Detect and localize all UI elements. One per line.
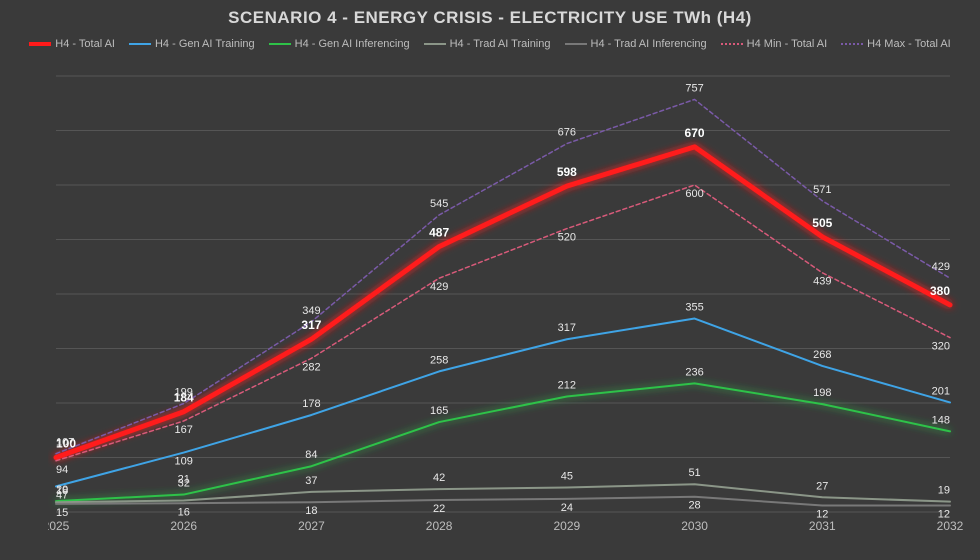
legend-label: H4 - Trad AI Training	[450, 38, 551, 50]
data-point-label: 84	[305, 449, 317, 461]
x-tick-label: 2028	[426, 519, 453, 533]
data-point-label: 167	[175, 424, 193, 436]
data-point-label: 94	[56, 464, 68, 476]
data-point-label: 355	[685, 302, 703, 314]
x-tick-label: 2032	[937, 519, 964, 533]
x-tick-label: 2027	[298, 519, 325, 533]
data-point-label: 317	[558, 322, 576, 334]
x-tick-label: 2031	[809, 519, 836, 533]
data-point-label: 18	[56, 485, 68, 497]
data-point-label: 505	[812, 216, 832, 230]
data-point-label: 12	[816, 508, 828, 520]
legend-label: H4 Min - Total AI	[747, 38, 828, 50]
data-point-label: 320	[932, 341, 950, 353]
data-point-label: 27	[816, 480, 828, 492]
data-point-label: 571	[813, 184, 831, 196]
data-point-label: 12	[938, 508, 950, 520]
legend-item: H4 - Gen AI Inferencing	[269, 38, 410, 50]
legend-swatch	[721, 43, 743, 45]
data-point-label: 51	[688, 467, 700, 479]
data-point-label: 268	[813, 349, 831, 361]
data-point-label: 24	[561, 502, 573, 514]
data-point-label: 109	[175, 456, 193, 468]
data-point-label: 107	[56, 437, 74, 449]
legend-item: H4 - Trad AI Training	[424, 38, 551, 50]
plot-svg: 0100200300400500600700800202520262027202…	[48, 68, 966, 538]
data-point-label: 19	[938, 485, 950, 497]
legend-label: H4 - Gen AI Training	[155, 38, 255, 50]
legend-swatch	[424, 43, 446, 45]
legend-swatch	[29, 42, 51, 46]
data-point-label: 380	[930, 284, 950, 298]
legend-label: H4 - Gen AI Inferencing	[295, 38, 410, 50]
plot-area: 0100200300400500600700800202520262027202…	[48, 68, 966, 538]
data-point-label: 236	[685, 366, 703, 378]
legend-swatch	[129, 43, 151, 45]
chart-title: SCENARIO 4 - ENERGY CRISIS - ELECTRICITY…	[0, 8, 980, 28]
data-point-label: 349	[302, 305, 320, 317]
data-point-label: 487	[429, 226, 449, 240]
legend-label: H4 - Total AI	[55, 38, 115, 50]
data-point-label: 178	[302, 398, 320, 410]
legend-swatch	[841, 43, 863, 45]
data-point-label: 45	[561, 470, 573, 482]
legend: H4 - Total AI H4 - Gen AI Training H4 - Ge…	[0, 38, 980, 50]
legend-item: H4 - Total AI	[29, 38, 115, 50]
data-point-label: 42	[433, 472, 445, 484]
data-point-label: 429	[932, 261, 950, 273]
data-point-label: 598	[557, 165, 577, 179]
chart-container: SCENARIO 4 - ENERGY CRISIS - ELECTRICITY…	[0, 0, 980, 560]
x-tick-label: 2026	[170, 519, 197, 533]
legend-item: H4 - Trad AI Inferencing	[565, 38, 707, 50]
data-point-label: 22	[433, 503, 445, 515]
x-tick-label: 2030	[681, 519, 708, 533]
data-point-label: 212	[558, 379, 576, 391]
data-point-label: 37	[305, 475, 317, 487]
legend-item: H4 Min - Total AI	[721, 38, 828, 50]
legend-swatch	[269, 43, 291, 45]
data-point-label: 520	[558, 232, 576, 244]
data-point-label: 15	[56, 507, 68, 519]
data-point-label: 282	[302, 361, 320, 373]
data-point-label: 757	[685, 82, 703, 94]
legend-swatch	[565, 43, 587, 45]
data-point-label: 21	[178, 474, 190, 486]
data-point-label: 18	[305, 505, 317, 517]
data-point-label: 439	[813, 276, 831, 288]
data-point-label: 670	[685, 126, 705, 140]
x-tick-label: 2025	[48, 519, 70, 533]
data-point-label: 199	[175, 387, 193, 399]
legend-label: H4 Max - Total AI	[867, 38, 951, 50]
data-point-label: 600	[685, 188, 703, 200]
data-point-label: 28	[688, 500, 700, 512]
legend-label: H4 - Trad AI Inferencing	[591, 38, 707, 50]
legend-item: H4 Max - Total AI	[841, 38, 951, 50]
data-point-label: 676	[558, 127, 576, 139]
data-point-label: 165	[430, 405, 448, 417]
data-point-label: 148	[932, 414, 950, 426]
data-point-label: 201	[932, 385, 950, 397]
x-tick-label: 2029	[554, 519, 581, 533]
data-point-label: 16	[178, 506, 190, 518]
data-point-label: 545	[430, 198, 448, 210]
data-point-label: 198	[813, 387, 831, 399]
legend-item: H4 - Gen AI Training	[129, 38, 255, 50]
data-point-label: 317	[301, 318, 321, 332]
data-point-label: 258	[430, 354, 448, 366]
data-point-label: 429	[430, 281, 448, 293]
